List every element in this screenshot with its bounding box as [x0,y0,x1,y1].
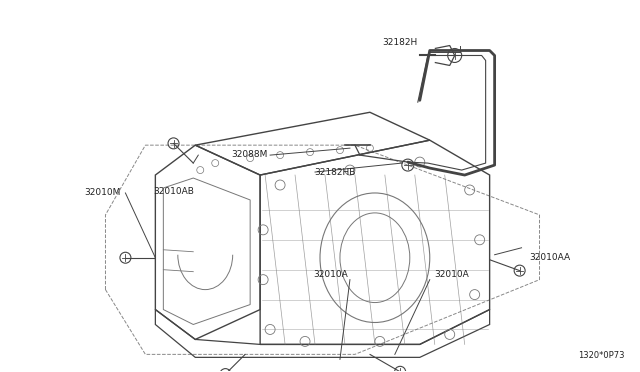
Text: 32010AB: 32010AB [154,187,195,196]
Text: 32010AA: 32010AA [529,253,571,262]
Text: 1320*0P73: 1320*0P73 [578,351,625,360]
Text: 32010A: 32010A [435,270,470,279]
Text: 32182H: 32182H [383,38,418,47]
Text: 32010A: 32010A [313,270,348,279]
Text: 32088M: 32088M [232,150,268,158]
Text: 32182HB: 32182HB [314,167,355,177]
Text: 32010M: 32010M [84,189,120,198]
